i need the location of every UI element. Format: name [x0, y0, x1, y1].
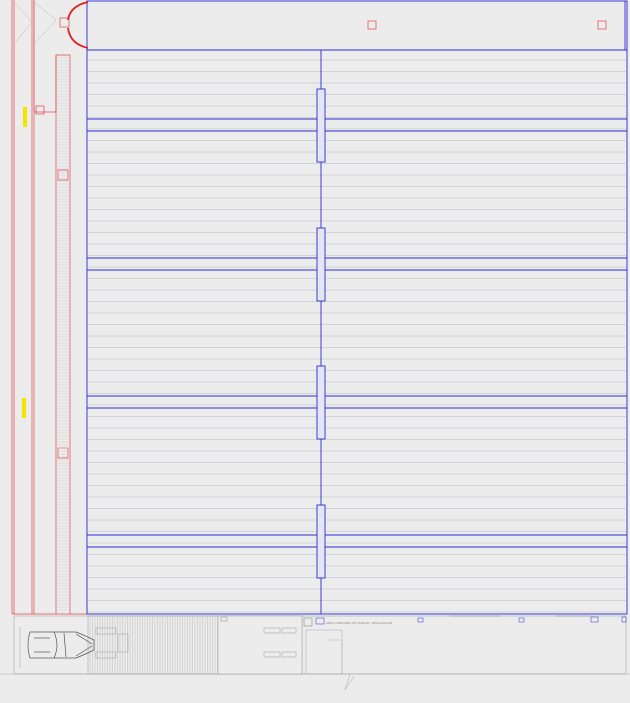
- column-marker-icon: [316, 227, 326, 302]
- column-markers: [316, 88, 326, 579]
- door-swing-icon: [67, 1, 89, 49]
- marker-yellow-1: [23, 107, 27, 127]
- column-marker-icon: [316, 504, 326, 579]
- corridor-hatch: [57, 57, 69, 611]
- column-marker-icon: [316, 365, 326, 440]
- bay-beams: [87, 118, 627, 548]
- vehicle-icon: [27, 631, 95, 659]
- main-hall: [86, 49, 628, 615]
- column-marker-icon: [316, 88, 326, 163]
- top-band-marker-left: [367, 20, 377, 30]
- ramp-lines: [13, 1, 57, 45]
- dock-area: AREA CABECERA DE MUELLE / REGULACION: [0, 615, 630, 691]
- left-corridor: [11, 0, 88, 615]
- hall-outline: [86, 49, 628, 615]
- marker-yellow-2: [22, 398, 26, 418]
- top-band-marker-right: [597, 20, 607, 30]
- top-band: [86, 0, 628, 51]
- panel-rows: [88, 59, 626, 613]
- dock-note-text: AREA CABECERA DE MUELLE / REGULACION: [326, 621, 392, 625]
